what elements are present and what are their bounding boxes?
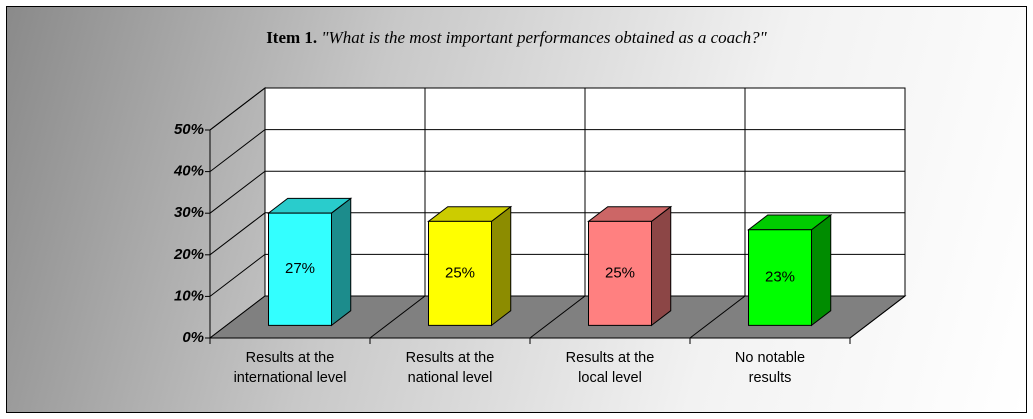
value-label: 23% [765, 269, 795, 286]
y-tick-label: 10% [174, 287, 204, 304]
bar [268, 212, 332, 326]
y-tick-label: 20% [173, 246, 204, 263]
bar-side [811, 214, 832, 327]
x-tick-label: No notable results [734, 350, 806, 386]
x-tick-label: Results at the local level [565, 350, 655, 386]
grid-line [209, 129, 905, 172]
bar [748, 229, 812, 326]
x-tick-label: Results at the international level [233, 350, 347, 386]
category-divider [689, 88, 746, 344]
title-label: Item 1. [266, 28, 318, 47]
value-label: 25% [605, 264, 635, 281]
grid-line [209, 170, 905, 214]
x-tick-label: Results at the national level [405, 350, 495, 386]
y-tick-label: 50% [174, 121, 204, 138]
y-tick-label: 30% [174, 204, 204, 221]
value-label: 27% [285, 260, 315, 277]
chart-title: Item 1. "What is the most important perf… [0, 28, 1033, 48]
category-divider [369, 88, 426, 344]
y-tick-label: 40% [173, 163, 204, 180]
grid-line [209, 212, 905, 256]
title-text: "What is the most important performances… [321, 28, 767, 47]
bar [428, 220, 492, 326]
bar [588, 220, 652, 326]
bar-side [491, 205, 512, 327]
category-divider [529, 88, 586, 344]
value-label: 25% [445, 264, 475, 281]
side-wall [209, 86, 266, 340]
category-divider [849, 88, 906, 344]
bar-side [331, 197, 352, 327]
y-tick-label: 0% [182, 329, 204, 346]
grid-line [209, 253, 905, 297]
bar-side [651, 205, 672, 327]
grid-line [209, 87, 905, 131]
